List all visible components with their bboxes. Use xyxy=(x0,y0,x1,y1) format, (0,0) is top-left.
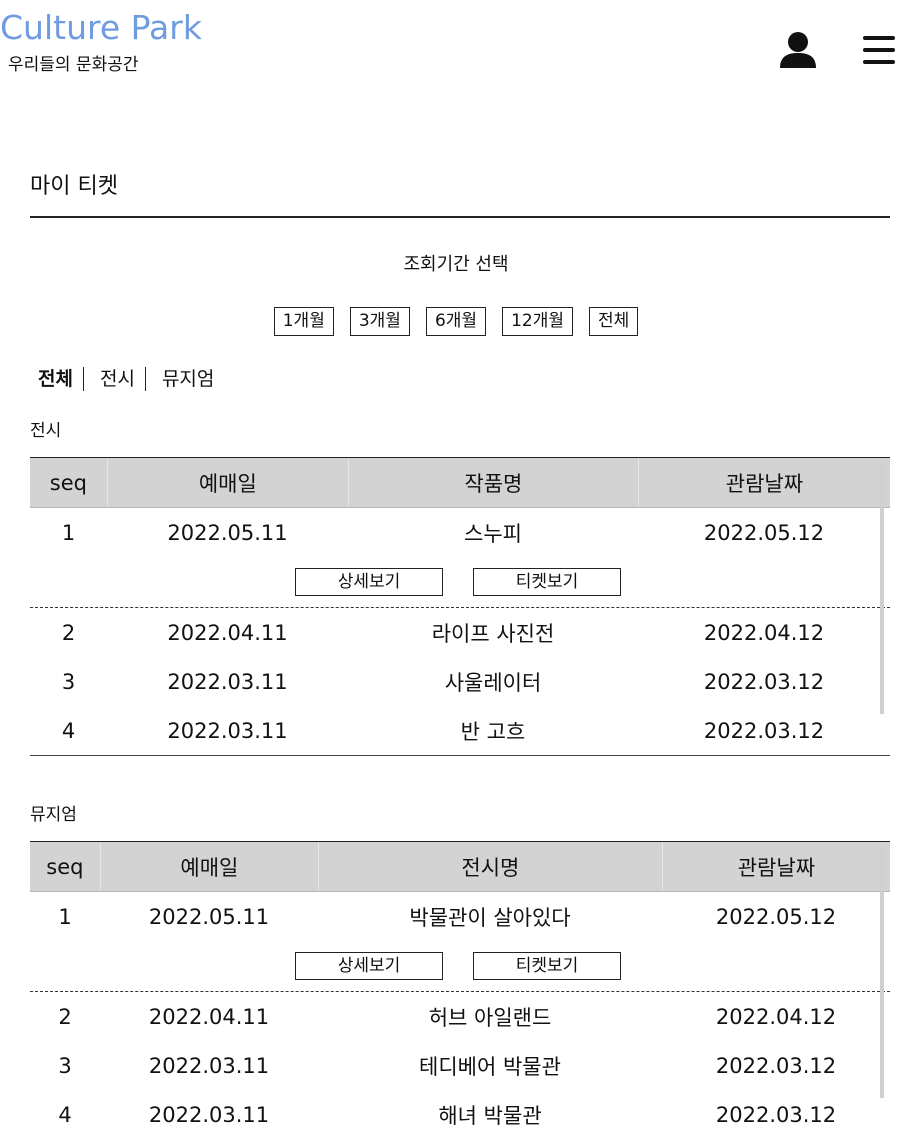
cell-visit-date: 2022.04.12 xyxy=(703,620,825,645)
cell-title: 스누피 xyxy=(464,521,522,546)
site-tagline: 우리들의 문화공간 xyxy=(8,55,139,75)
detail-button[interactable]: 상세보기 xyxy=(295,952,443,980)
table-header: seq 예매일 작품명 관람날짜 xyxy=(30,457,890,508)
tab-separator xyxy=(82,367,84,391)
column-header-booked-date: 예매일 xyxy=(108,458,349,507)
site-logo[interactable]: Culture Park xyxy=(0,8,202,47)
table-row: 3 2022.03.11 테디베어 박물관 2022.03.12 xyxy=(30,1041,890,1090)
museum-section-label: 뮤지엄 xyxy=(30,805,77,825)
cell-booked-date: 2022.03.11 xyxy=(167,669,288,694)
cell-visit-date: 2022.04.12 xyxy=(715,1004,837,1029)
view-ticket-button[interactable]: 티켓보기 xyxy=(473,568,621,596)
tab-separator xyxy=(144,367,146,391)
period-all-button[interactable]: 전체 xyxy=(588,307,639,336)
period-6month-button[interactable]: 6개월 xyxy=(425,307,487,336)
column-header-seq: seq xyxy=(30,842,101,891)
cell-seq: 3 xyxy=(58,1053,72,1078)
cell-booked-date: 2022.03.11 xyxy=(148,1102,270,1127)
period-12month-button[interactable]: 12개월 xyxy=(502,307,573,336)
cell-visit-date: 2022.05.12 xyxy=(715,904,837,929)
row-actions: 상세보기 티켓보기 xyxy=(30,557,890,608)
page-title: 마이 티켓 xyxy=(30,174,118,199)
table-row: 3 2022.03.11 사울레이터 2022.03.12 xyxy=(30,657,890,706)
museum-table-scrollbar[interactable] xyxy=(880,848,884,1098)
cell-seq: 2 xyxy=(61,620,76,645)
cell-booked-date: 2022.04.11 xyxy=(148,1004,270,1029)
column-header-exhibit-title: 전시명 xyxy=(319,842,663,891)
table-row: 2 2022.04.11 허브 아일랜드 2022.04.12 xyxy=(30,992,890,1041)
cell-booked-date: 2022.03.11 xyxy=(148,1053,270,1078)
period-3month-button[interactable]: 3개월 xyxy=(349,307,410,336)
museum-ticket-table: seq 예매일 전시명 관람날짜 1 2022.05.11 박물관이 살아있다 … xyxy=(30,841,890,1139)
title-divider xyxy=(30,216,890,218)
cell-visit-date: 2022.03.12 xyxy=(703,669,825,694)
table-row: 4 2022.03.11 반 고흐 2022.03.12 xyxy=(30,706,890,756)
user-icon[interactable] xyxy=(778,30,818,70)
column-header-booked-date: 예매일 xyxy=(101,842,319,891)
detail-button[interactable]: 상세보기 xyxy=(295,568,443,596)
cell-seq: 1 xyxy=(58,904,72,929)
cell-seq: 4 xyxy=(58,1102,72,1127)
hamburger-menu-icon[interactable] xyxy=(862,34,896,66)
table-header: seq 예매일 전시명 관람날짜 xyxy=(30,841,890,892)
cell-visit-date: 2022.05.12 xyxy=(703,520,825,545)
period-button-group: 1개월 3개월 6개월 12개월 전체 xyxy=(0,307,912,336)
cell-booked-date: 2022.05.11 xyxy=(167,520,288,545)
row-actions: 상세보기 티켓보기 xyxy=(30,941,890,992)
cell-seq: 1 xyxy=(61,520,76,545)
cell-title: 해녀 박물관 xyxy=(438,1103,542,1128)
cell-title: 라이프 사진전 xyxy=(431,621,555,646)
period-1month-button[interactable]: 1개월 xyxy=(273,307,334,336)
tab-exhibition[interactable]: 전시 xyxy=(99,368,135,390)
cell-title: 박물관이 살아있다 xyxy=(409,905,571,930)
table-row: 2 2022.04.11 라이프 사진전 2022.04.12 xyxy=(30,608,890,657)
tab-museum[interactable]: 뮤지엄 xyxy=(161,368,215,390)
column-header-work-title: 작품명 xyxy=(349,458,639,507)
exhibition-ticket-table: seq 예매일 작품명 관람날짜 1 2022.05.11 스누피 2022.0… xyxy=(30,457,890,756)
column-header-visit-date: 관람날짜 xyxy=(725,471,804,496)
exhibition-table-scrollbar[interactable] xyxy=(880,464,884,714)
cell-title: 사울레이터 xyxy=(444,670,542,695)
cell-booked-date: 2022.04.11 xyxy=(167,620,288,645)
column-header-visit-date: 관람날짜 xyxy=(737,855,816,880)
table-row: 1 2022.05.11 박물관이 살아있다 2022.05.12 xyxy=(30,892,890,941)
view-ticket-button[interactable]: 티켓보기 xyxy=(473,952,621,980)
tab-all[interactable]: 전체 xyxy=(38,368,73,390)
cell-booked-date: 2022.03.11 xyxy=(167,718,288,743)
column-header-seq: seq xyxy=(30,458,108,507)
cell-booked-date: 2022.05.11 xyxy=(148,904,270,929)
period-label: 조회기간 선택 xyxy=(403,254,509,275)
table-row: 1 2022.05.11 스누피 2022.05.12 xyxy=(30,508,890,557)
cell-visit-date: 2022.03.12 xyxy=(715,1102,837,1127)
cell-seq: 2 xyxy=(58,1004,72,1029)
cell-visit-date: 2022.03.12 xyxy=(703,718,825,743)
cell-seq: 3 xyxy=(61,669,76,694)
table-row: 4 2022.03.11 해녀 박물관 2022.03.12 xyxy=(30,1090,890,1139)
cell-seq: 4 xyxy=(61,718,76,743)
cell-visit-date: 2022.03.12 xyxy=(715,1053,837,1078)
category-tabs: 전체 전시 뮤지엄 xyxy=(38,366,214,392)
exhibition-section-label: 전시 xyxy=(30,421,62,441)
cell-title: 허브 아일랜드 xyxy=(428,1005,552,1030)
cell-title: 반 고흐 xyxy=(460,719,526,744)
cell-title: 테디베어 박물관 xyxy=(419,1054,561,1079)
